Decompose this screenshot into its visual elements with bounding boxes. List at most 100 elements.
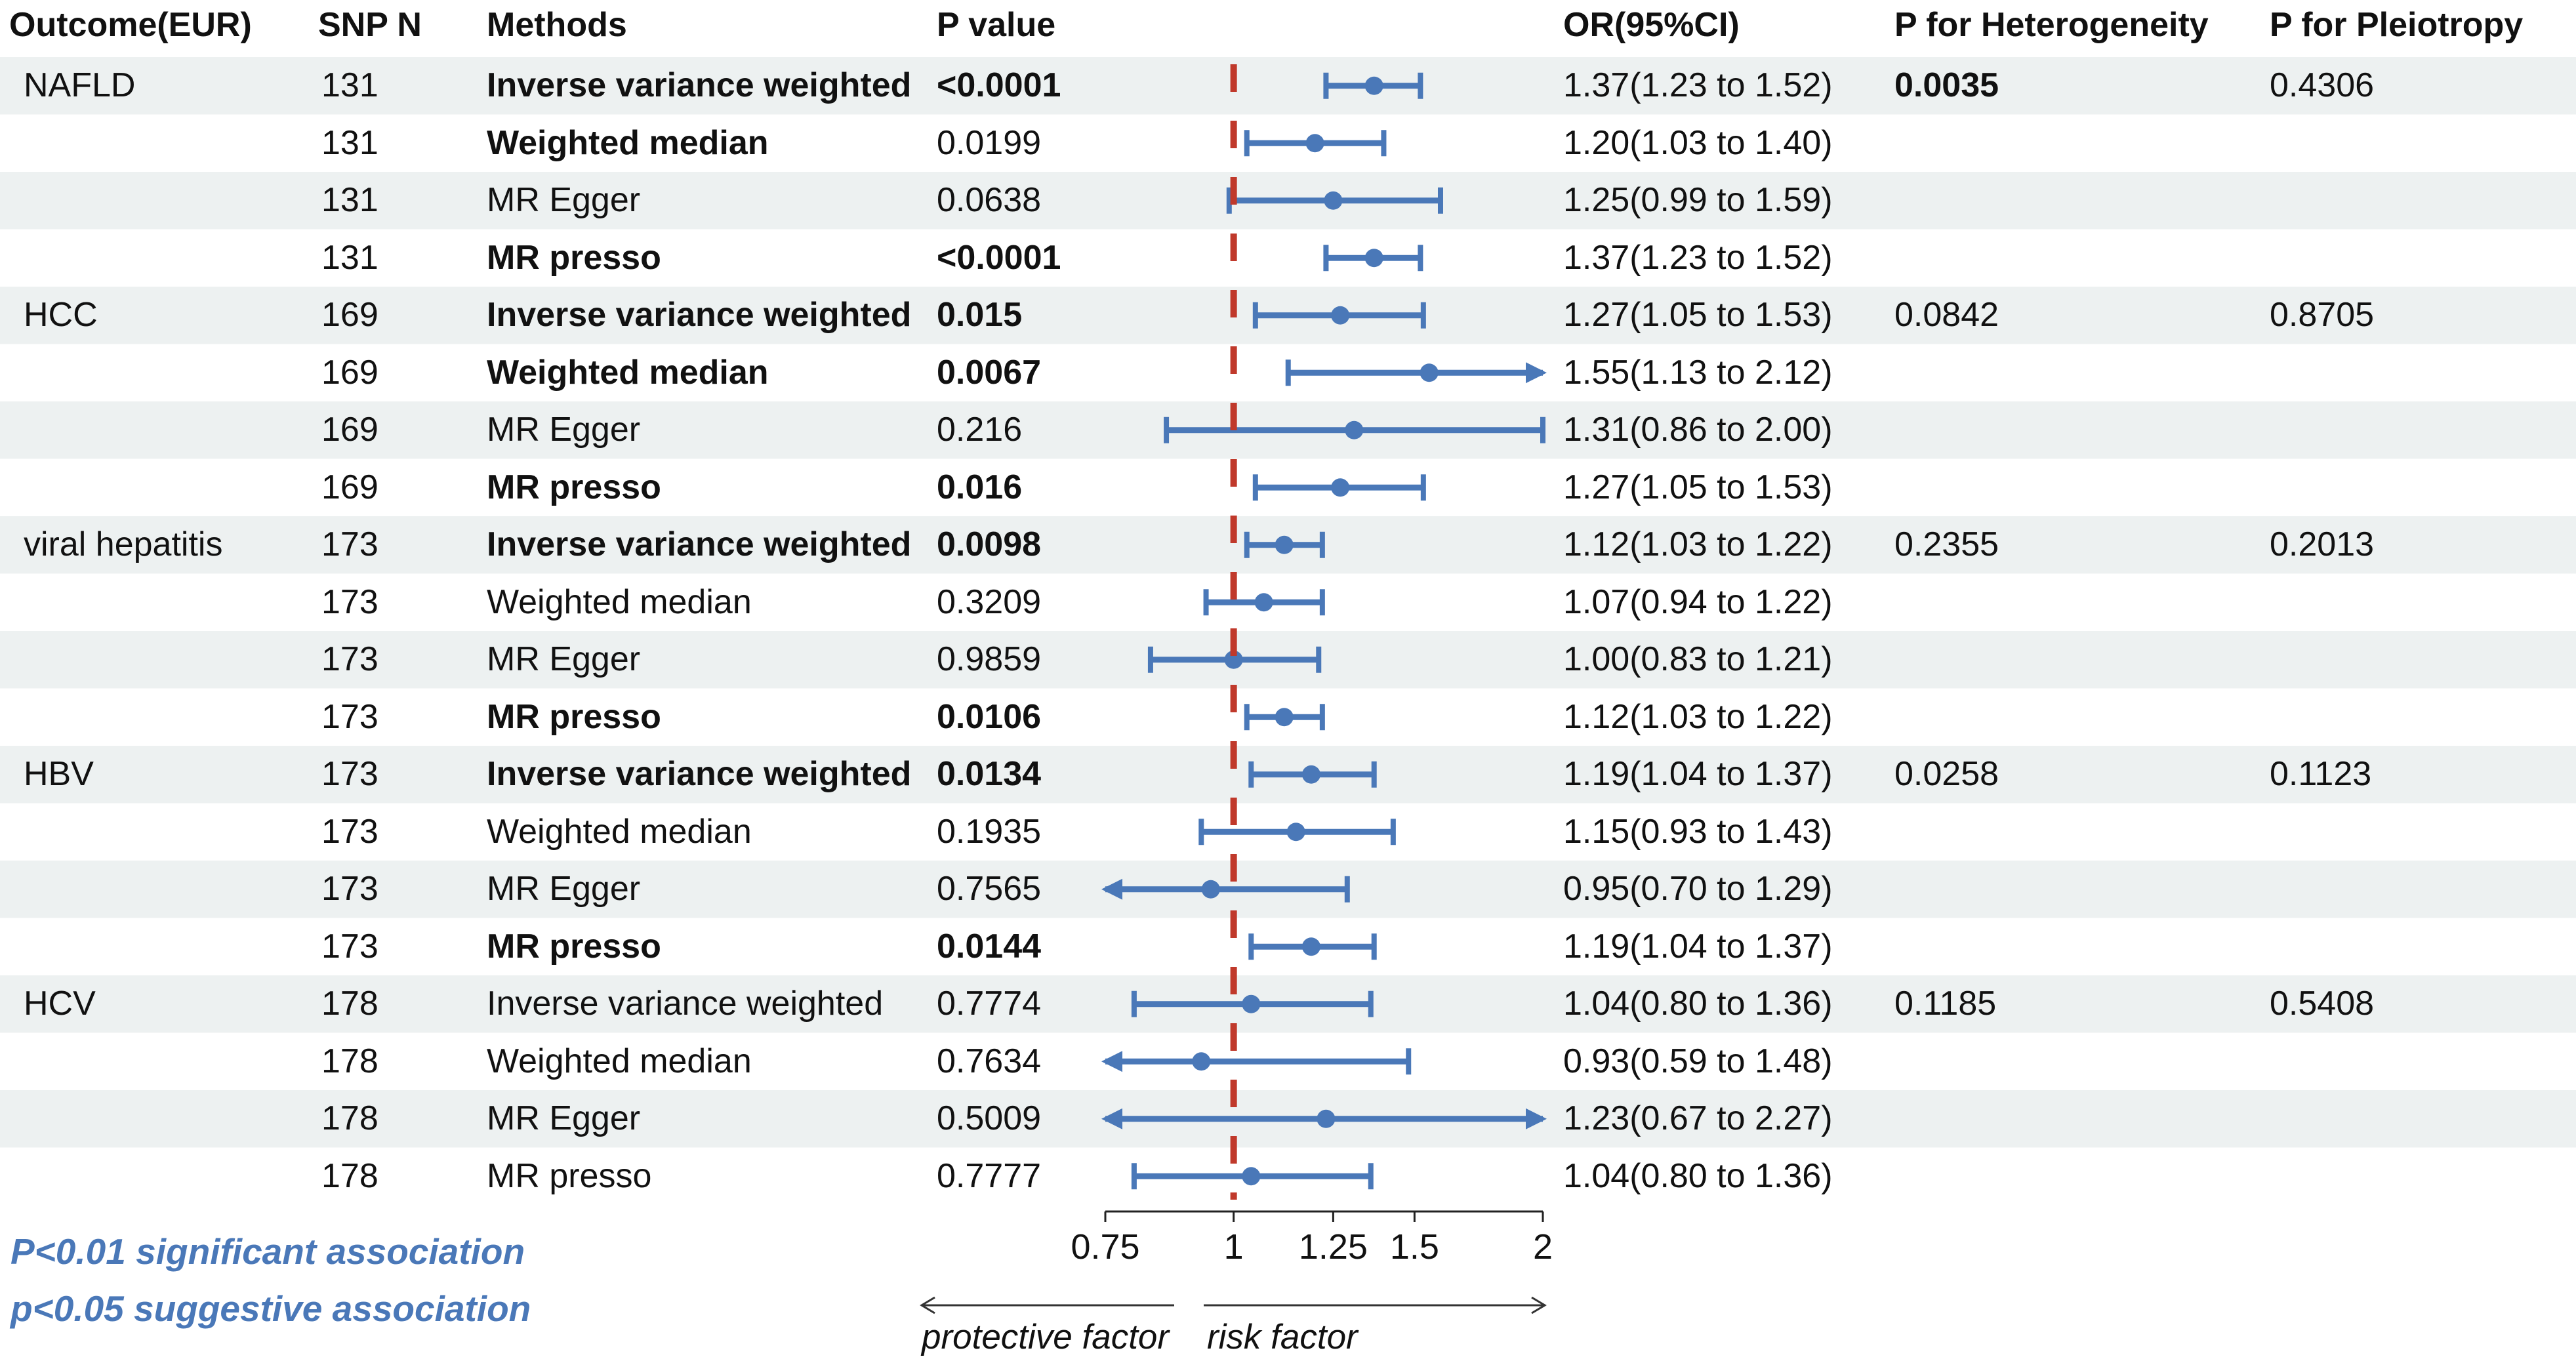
method-cell: Weighted median <box>487 812 752 851</box>
pvalue-cell: 0.7774 <box>937 985 1042 1023</box>
method-cell: MR presso <box>487 1156 652 1195</box>
or-point <box>1224 650 1243 669</box>
snp-cell: 131 <box>321 238 378 277</box>
tick-label: 1 <box>1224 1227 1244 1267</box>
method-cell: MR presso <box>487 927 661 966</box>
method-cell: Inverse variance weighted <box>487 985 884 1023</box>
or-point <box>1286 823 1305 842</box>
protective-factor-label: protective factor <box>920 1318 1170 1356</box>
or-ci-cell: 1.00(0.83 to 1.21) <box>1563 640 1833 678</box>
or-point <box>1345 420 1364 439</box>
outcome-cell: HBV <box>24 755 94 793</box>
protective-arrow-head <box>920 1296 935 1314</box>
tick-label: 1.5 <box>1390 1227 1439 1267</box>
or-point <box>1242 994 1261 1013</box>
ci-arrow-left <box>1101 1051 1122 1072</box>
or-ci-cell: 1.27(1.05 to 1.53) <box>1563 468 1833 506</box>
or-point <box>1301 765 1320 784</box>
pvalue-cell: 0.0134 <box>937 755 1042 793</box>
header-pvalue: P value <box>937 6 1056 44</box>
pvalue-cell: 0.1935 <box>937 812 1042 851</box>
snp-cell: 173 <box>321 582 378 621</box>
legend-significant: P<0.01 significant association <box>10 1231 525 1272</box>
tick-label: 2 <box>1533 1227 1553 1267</box>
risk-factor-label: risk factor <box>1207 1318 1359 1356</box>
x-axis: 0.75 1 1.25 1.5 2 protective factor risk facto… <box>920 1210 1553 1356</box>
or-ci-cell: 0.93(0.59 to 1.48) <box>1563 1042 1833 1080</box>
snp-cell: 131 <box>321 123 378 162</box>
snp-cell: 178 <box>321 985 378 1023</box>
snp-cell: 173 <box>321 697 378 736</box>
heterogeneity-cell: 0.0842 <box>1894 296 1999 334</box>
pleiotropy-cell: 0.2013 <box>2270 525 2375 563</box>
method-cell: Inverse variance weighted <box>487 755 912 793</box>
method-cell: Weighted median <box>487 353 769 392</box>
method-cell: MR presso <box>487 238 661 277</box>
risk-arrow-head <box>1531 1296 1547 1314</box>
pvalue-cell: <0.0001 <box>937 66 1061 104</box>
pleiotropy-cell: 0.8705 <box>2270 296 2375 334</box>
snp-cell: 173 <box>321 927 378 966</box>
or-point <box>1275 708 1294 727</box>
pvalue-cell: 0.0199 <box>937 123 1042 162</box>
or-point <box>1242 1167 1261 1186</box>
heterogeneity-cell: 0.2355 <box>1894 525 1999 563</box>
pvalue-cell: 0.216 <box>937 411 1023 449</box>
outcome-cell: HCV <box>24 985 96 1023</box>
method-cell: MR Egger <box>487 1099 641 1137</box>
pvalue-cell: 0.5009 <box>937 1099 1042 1137</box>
pleiotropy-cell: 0.1123 <box>2270 755 2372 793</box>
snp-cell: 178 <box>321 1042 378 1080</box>
pleiotropy-cell: 0.5408 <box>2270 985 2375 1023</box>
pvalue-cell: 0.016 <box>937 468 1023 506</box>
ci-arrow-right <box>1526 1108 1547 1129</box>
or-ci-cell: 1.31(0.86 to 2.00) <box>1563 411 1833 449</box>
pleiotropy-cell: 0.4306 <box>2270 66 2375 104</box>
outcome-cell: viral hepatitis <box>24 525 223 563</box>
header-snp: SNP N <box>318 6 422 44</box>
or-ci-cell: 1.55(1.13 to 2.12) <box>1563 353 1833 392</box>
method-cell: Inverse variance weighted <box>487 66 912 104</box>
header-outcome: Outcome(EUR) <box>9 6 252 44</box>
snp-cell: 173 <box>321 870 378 908</box>
or-point <box>1254 593 1273 612</box>
header-or: OR(95%CI) <box>1563 6 1740 44</box>
header-methods: Methods <box>487 6 627 44</box>
snp-cell: 173 <box>321 640 378 678</box>
pvalue-cell: 0.9859 <box>937 640 1042 678</box>
snp-cell: 178 <box>321 1099 378 1137</box>
or-point <box>1324 191 1343 210</box>
tick-label: 0.75 <box>1071 1227 1139 1267</box>
method-cell: Weighted median <box>487 1042 752 1080</box>
pvalue-cell: 0.7634 <box>937 1042 1042 1080</box>
pvalue-cell: 0.0106 <box>937 697 1042 736</box>
method-cell: Inverse variance weighted <box>487 525 912 563</box>
or-ci-cell: 1.04(0.80 to 1.36) <box>1563 985 1833 1023</box>
or-ci-cell: 1.37(1.23 to 1.52) <box>1563 66 1833 104</box>
method-cell: MR Egger <box>487 870 641 908</box>
pvalue-cell: 0.0144 <box>937 927 1042 966</box>
method-cell: MR Egger <box>487 181 641 219</box>
or-point <box>1364 76 1383 95</box>
pvalue-cell: 0.7565 <box>937 870 1042 908</box>
header-pleiotropy: P for Pleiotropy <box>2270 6 2524 44</box>
tick-label: 1.25 <box>1299 1227 1368 1267</box>
pvalue-cell: 0.3209 <box>937 582 1042 621</box>
or-ci-cell: 1.12(1.03 to 1.22) <box>1563 697 1833 736</box>
or-point <box>1420 363 1439 382</box>
legend-suggestive: p<0.05 suggestive association <box>10 1288 531 1329</box>
or-ci-cell: 1.15(0.93 to 1.43) <box>1563 812 1833 851</box>
or-point <box>1317 1109 1336 1128</box>
or-ci-cell: 1.25(0.99 to 1.59) <box>1563 181 1833 219</box>
pvalue-cell: 0.0098 <box>937 525 1042 563</box>
heterogeneity-cell: 0.0035 <box>1894 66 1999 104</box>
method-cell: MR Egger <box>487 640 641 678</box>
heterogeneity-cell: 0.1185 <box>1894 985 1997 1023</box>
or-point <box>1305 134 1324 153</box>
or-ci-cell: 1.12(1.03 to 1.22) <box>1563 525 1833 563</box>
or-point <box>1331 478 1350 497</box>
outcome-cell: HCC <box>24 296 98 334</box>
or-ci-cell: 1.23(0.67 to 2.27) <box>1563 1099 1833 1137</box>
header-heterogeneity: P for Heterogeneity <box>1894 6 2209 44</box>
